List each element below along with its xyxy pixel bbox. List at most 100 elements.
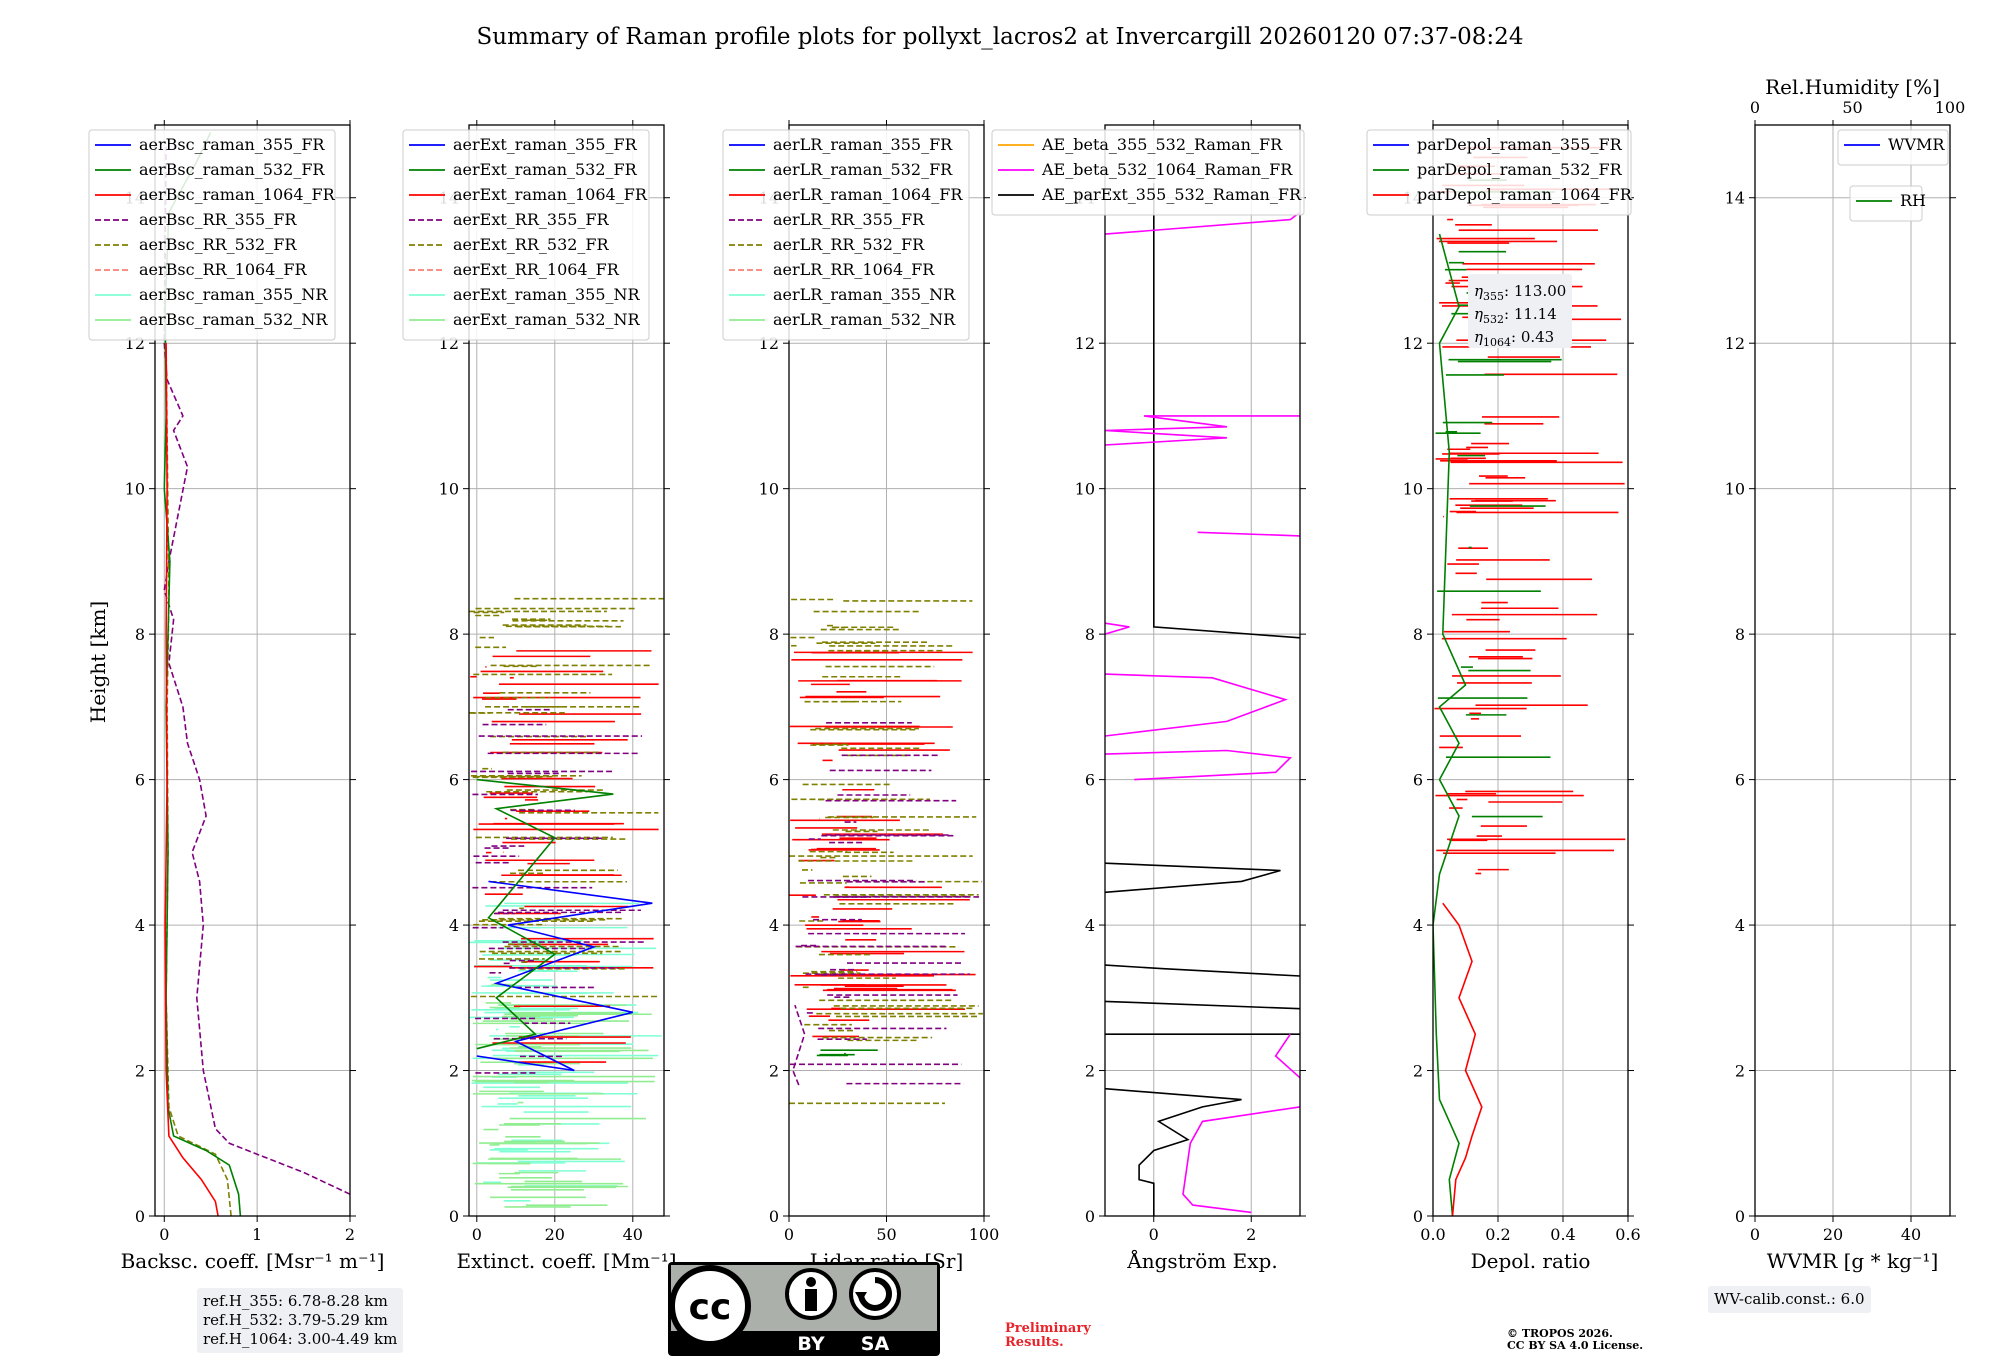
- legend-entry: aerExt_raman_532_FR: [453, 160, 638, 179]
- legend-entry: aerBsc_raman_355_NR: [139, 285, 328, 304]
- legend-dep: parDepol_raman_355_FR parDepol_raman_532_…: [1366, 129, 1633, 216]
- legend-frame: [991, 129, 1305, 216]
- x-tick-label: 50: [876, 1225, 896, 1244]
- series-line-purple: [792, 1004, 806, 1086]
- legend-entry: aerExt_raman_532_NR: [453, 310, 641, 329]
- panel-dep: 0.00.20.40.602468101214Depol. ratioparDe…: [1366, 120, 1641, 1273]
- x-tick-label: 0: [1750, 1225, 1760, 1244]
- panel-lr: 05010002468101214Lidar ratio [Sr]aerLR_r…: [722, 120, 1000, 1273]
- series-line-magenta: [1182, 1106, 1300, 1214]
- legend-entry: aerLR_RR_532_FR: [773, 235, 925, 254]
- x-axis-label-wv: WVMR [g * kg⁻¹]: [1767, 1249, 1939, 1273]
- x-axis-label-ext: Extinct. coeff. [Mm⁻¹]: [456, 1249, 676, 1273]
- legend-wvmr: WVMR: [1837, 129, 1949, 166]
- legend-entry: aerExt_raman_355_FR: [453, 135, 638, 154]
- by-label: BY: [797, 1333, 824, 1355]
- legend-entry: aerBsc_raman_1064_FR: [139, 185, 336, 204]
- y-tick-label: 2: [1735, 1062, 1745, 1081]
- axes-frame: [1104, 124, 1301, 1217]
- legend-entry: aerLR_raman_532_FR: [773, 160, 953, 179]
- preliminary-note: Preliminary Results.: [1005, 1322, 1091, 1350]
- y-tick-label: 0: [449, 1207, 459, 1226]
- legend-entry: AE_parExt_355_532_Raman_FR: [1041, 185, 1302, 204]
- series-line-magenta: [1105, 415, 1300, 446]
- panel-ext: 0204002468101214Extinct. coeff. [Mm⁻¹]ae…: [402, 120, 677, 1273]
- y-tick-label: 8: [1413, 625, 1423, 644]
- y-tick-label: 2: [135, 1062, 145, 1081]
- y-axis-label: Height [km]: [86, 601, 110, 723]
- legend-frame: [722, 129, 970, 341]
- plot-area-lr: [789, 598, 983, 1105]
- y-tick-label: 14: [1725, 189, 1745, 208]
- series-line-purple: [163, 146, 350, 1195]
- copyright-line-1: © TROPOS 2026.: [1507, 1327, 1613, 1340]
- x-tick-label: 0: [1149, 1225, 1159, 1244]
- axes-frame: [1432, 124, 1629, 1217]
- panel-bsc: 01202468101214Backsc. coeff. [Msr⁻¹ m⁻¹]…: [88, 120, 385, 1273]
- top-x-tick-label: 50: [1842, 98, 1862, 117]
- ref-height-532: ref.H_532: 3.79-5.29 km: [203, 1311, 388, 1329]
- wv-calib-box: WV-calib.const.: 6.0: [1708, 1286, 1871, 1313]
- x-tick-label: 40: [623, 1225, 643, 1244]
- legend-entry: aerExt_raman_1064_FR: [453, 185, 648, 204]
- cc-letters: cc: [689, 1287, 732, 1328]
- series-line-magenta: [1197, 531, 1300, 537]
- legend-entry: aerExt_RR_355_FR: [453, 210, 610, 229]
- eta-532: η532: 11.14: [1474, 305, 1557, 326]
- ref-height-355: ref.H_355: 6.78-8.28 km: [203, 1292, 388, 1310]
- legend-lr: aerLR_raman_355_FR aerLR_raman_532_FR aerL…: [722, 129, 970, 341]
- cc-circle-icon: [669, 1265, 751, 1347]
- series-line-red: [1442, 902, 1483, 1216]
- figure-title: Summary of Raman profile plots for polly…: [477, 24, 1524, 50]
- preliminary-line-1: Preliminary: [1005, 1321, 1091, 1336]
- legend-entry: aerLR_RR_355_FR: [773, 210, 925, 229]
- legend-entry: aerBsc_RR_355_FR: [139, 210, 297, 229]
- x-axis-label-ang: Ångström Exp.: [1126, 1248, 1277, 1273]
- sa-label: SA: [861, 1333, 890, 1355]
- legend-entry: aerBsc_raman_355_FR: [139, 135, 325, 154]
- plot-area-ang: [1105, 183, 1300, 1216]
- legend-entry: parDepol_raman_1064_FR: [1417, 185, 1633, 204]
- legend-ext: aerExt_raman_355_FR aerExt_raman_532_FRae…: [402, 129, 650, 341]
- y-tick-label: 10: [1403, 480, 1423, 499]
- y-tick-label: 4: [1085, 916, 1095, 935]
- x-tick-label: 2: [345, 1225, 355, 1244]
- x-tick-label: 0: [159, 1225, 169, 1244]
- x-tick-label: 40: [1901, 1225, 1921, 1244]
- x-axis-label-bsc: Backsc. coeff. [Msr⁻¹ m⁻¹]: [121, 1249, 385, 1273]
- legend-entry: aerBsc_raman_532_NR: [139, 310, 328, 329]
- plot-area-ext: [469, 597, 664, 1208]
- series-line-magenta: [1105, 211, 1300, 235]
- wv-calib-text: WV-calib.const.: 6.0: [1714, 1290, 1865, 1308]
- x-tick-label: 20: [545, 1225, 565, 1244]
- y-tick-label: 6: [769, 771, 779, 790]
- series-line-magenta: [1105, 673, 1288, 737]
- series-line-magenta: [1274, 1033, 1300, 1079]
- legend-entry: aerBsc_RR_1064_FR: [139, 260, 308, 279]
- panel-ang: 0202468101214Ångström Exp.AE_beta_355_53…: [991, 120, 1306, 1273]
- reference-heights-box: ref.H_355: 6.78-8.28 km ref.H_532: 3.79-…: [197, 1288, 404, 1353]
- series-line-green: [476, 778, 614, 1050]
- by-person-body: [805, 1289, 817, 1311]
- y-tick-label: 0: [135, 1207, 145, 1226]
- y-tick-label: 8: [1735, 625, 1745, 644]
- y-tick-label: 8: [449, 625, 459, 644]
- legend-entry: parDepol_raman_355_FR: [1417, 135, 1623, 154]
- legend-bsc: aerBsc_raman_355_FR aerBsc_raman_532_FRae…: [88, 129, 336, 341]
- y-tick-label: 6: [1413, 771, 1423, 790]
- legend-entry: aerBsc_RR_532_FR: [139, 235, 297, 254]
- top-x-axis-label: Rel.Humidity [%]: [1765, 75, 1940, 99]
- legend-ang: AE_beta_355_532_Raman_FR AE_beta_532_1064…: [991, 129, 1305, 216]
- x-tick-label: 0: [784, 1225, 794, 1244]
- y-tick-label: 6: [1085, 771, 1095, 790]
- top-x-tick-label: 0: [1750, 98, 1760, 117]
- series-line-magenta: [1105, 749, 1293, 781]
- x-tick-label: 100: [969, 1225, 1000, 1244]
- y-tick-label: 10: [1075, 480, 1095, 499]
- legend-frame: [402, 129, 650, 341]
- legend-frame: [1837, 129, 1949, 166]
- legend-entry: parDepol_raman_532_FR: [1417, 160, 1623, 179]
- legend-entry: aerBsc_raman_532_FR: [139, 160, 325, 179]
